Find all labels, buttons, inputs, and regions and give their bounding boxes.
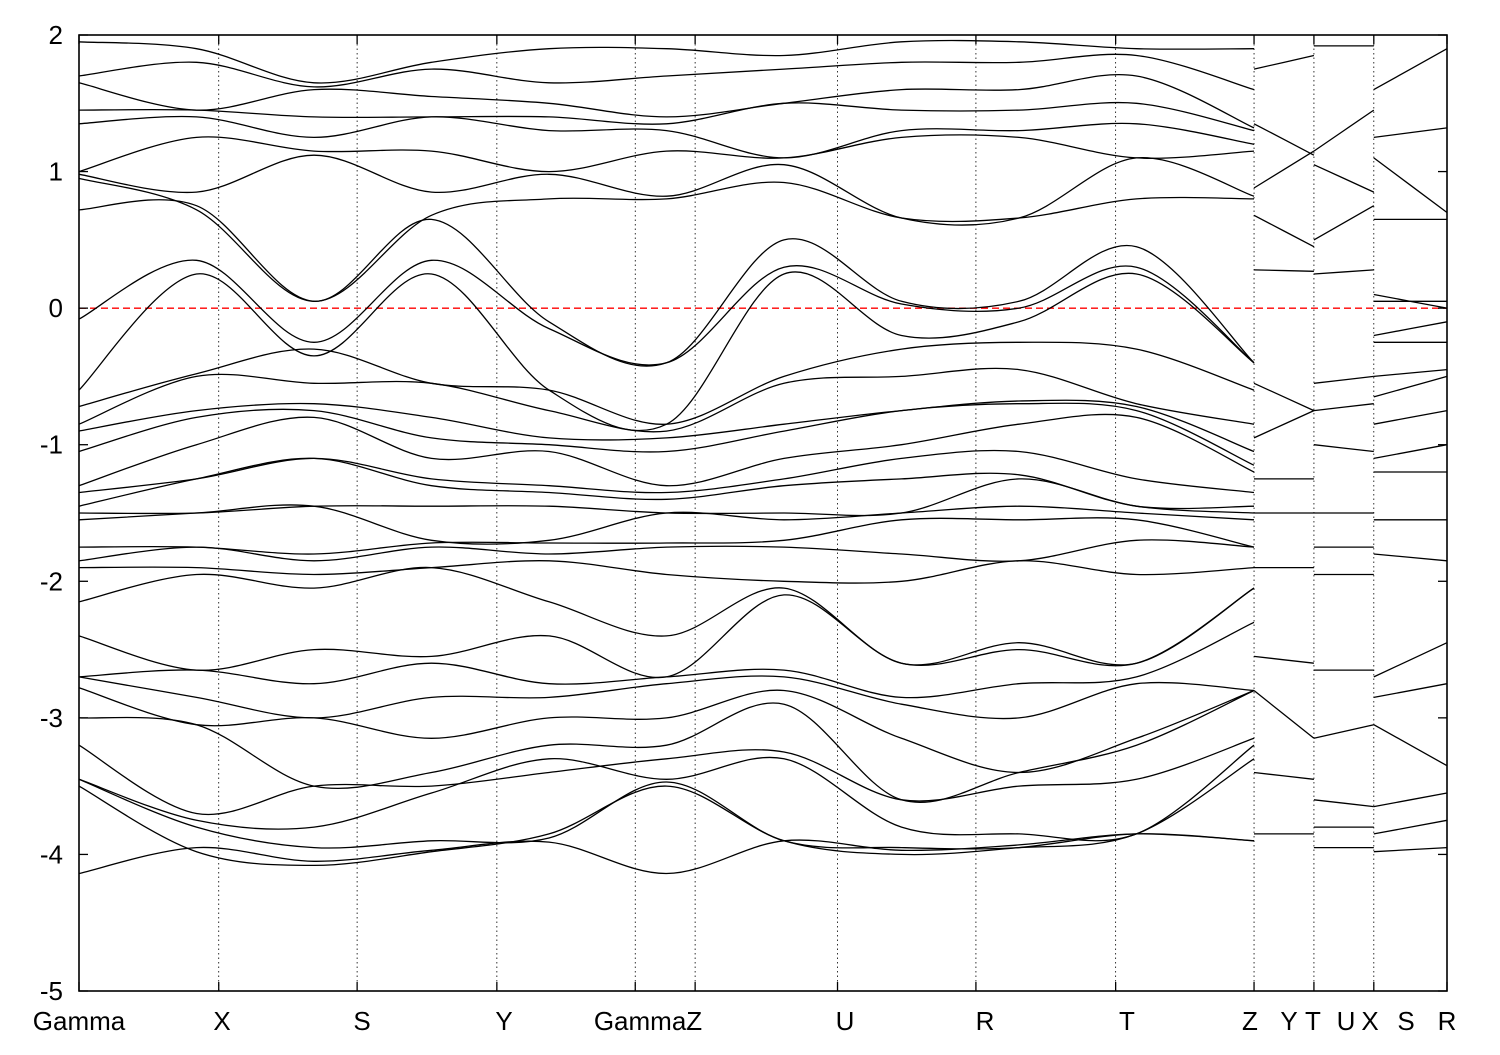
y-tick-label: -4 (40, 839, 63, 869)
band-line-3-11 (1373, 375, 1448, 398)
band-line-0-1 (78, 785, 1255, 867)
band-line-2-9 (1313, 403, 1374, 412)
band-line-0-28 (78, 134, 1255, 173)
band-line-0-0 (78, 833, 1255, 875)
band-line-3-2 (1373, 792, 1448, 808)
band-line-1-11 (1253, 150, 1315, 189)
band-line-0-30 (78, 101, 1255, 132)
band-line-0-13 (78, 517, 1255, 555)
band-line-1-13 (1253, 54, 1315, 70)
band-line-3-16 (1373, 293, 1448, 309)
x-tick-label: X (213, 1006, 230, 1036)
band-line-2-8 (1313, 444, 1374, 453)
band-line-1-12 (1253, 123, 1315, 156)
x-tick-label: R (1438, 1006, 1457, 1036)
x-tick-label: Gamma (33, 1006, 126, 1036)
band-line-3-5 (1373, 642, 1448, 678)
band-line-2-11 (1313, 269, 1374, 275)
band-line-0-22 (78, 341, 1255, 425)
band-line-0-12 (78, 539, 1255, 562)
band-line-3-19 (1373, 127, 1448, 139)
band-line-3-3 (1373, 724, 1448, 767)
band-line-1-8 (1253, 382, 1315, 412)
band-line-3-20 (1373, 48, 1448, 91)
band-line-0-23 (78, 271, 1255, 432)
plot-frame (78, 34, 1448, 992)
band-line-0-31 (78, 73, 1255, 129)
band-line-1-9 (1253, 269, 1314, 272)
x-tick-label: S (353, 1006, 370, 1036)
y-tick-label: -3 (40, 703, 63, 733)
x-tick-label: X (1361, 1006, 1378, 1036)
band-line-0-4 (78, 737, 1255, 816)
band-line-3-6 (1373, 553, 1448, 562)
band-line-0-5 (78, 689, 1255, 804)
x-tick-label: Y (1280, 1006, 1297, 1036)
x-tick-label: Y (495, 1006, 512, 1036)
band-line-0-6 (78, 687, 1255, 774)
x-tick-label: R (976, 1006, 995, 1036)
band-line-3-1 (1373, 819, 1448, 835)
band-line-2-3 (1313, 724, 1374, 739)
band-line-0-26 (78, 177, 1255, 302)
frame-layer (78, 34, 1448, 992)
band-line-1-10 (1253, 214, 1315, 248)
band-line-3-10 (1373, 409, 1448, 425)
band-line-0-10 (78, 566, 1255, 666)
band-line-2-2 (1313, 799, 1374, 808)
band-line-0-2 (78, 758, 1255, 850)
band-line-0-27 (78, 154, 1255, 226)
band-line-0-7 (78, 675, 1255, 720)
x-tick-label: S (1397, 1006, 1414, 1036)
band-line-0-29 (78, 115, 1255, 159)
band-line-1-1 (1253, 771, 1314, 780)
band-line-2-10 (1313, 375, 1374, 384)
band-line-0-3 (78, 744, 1255, 842)
y-tick-label: 1 (49, 157, 63, 187)
y-tick-label: -1 (40, 430, 63, 460)
band-line-0-18 (78, 413, 1255, 487)
band-line-0-19 (78, 402, 1255, 466)
x-tick-label: U (1337, 1006, 1356, 1036)
x-tick-label: U (836, 1006, 855, 1036)
y-tick-label: -5 (40, 976, 63, 1006)
band-line-1-2 (1253, 689, 1315, 739)
y-tick-label: -2 (40, 566, 63, 596)
band-line-0-11 (78, 560, 1255, 584)
y-tick-label: 2 (49, 20, 63, 50)
band-line-0-25 (78, 199, 1255, 367)
band-line-0-17 (78, 449, 1255, 494)
band-line-3-12 (1373, 368, 1448, 378)
x-tick-label: T (1305, 1006, 1321, 1036)
band-line-0-16 (78, 457, 1255, 510)
x-tick-label: T (1119, 1006, 1135, 1036)
band-line-0-14 (78, 504, 1255, 545)
band-line-2-14 (1313, 109, 1375, 152)
band-line-2-12 (1313, 205, 1375, 241)
band-line-0-33 (78, 39, 1255, 84)
band-line-1-7 (1253, 410, 1315, 439)
x-tick-label: GammaZ (594, 1006, 702, 1036)
band-line-0-20 (78, 399, 1255, 453)
x-tick-label: Z (1242, 1006, 1258, 1036)
band-line-3-18 (1373, 157, 1448, 214)
band-line-0-32 (78, 53, 1255, 91)
band-line-0-21 (78, 367, 1255, 433)
band-line-2-13 (1313, 164, 1375, 193)
band-line-3-0 (1373, 846, 1448, 853)
band-line-3-4 (1373, 683, 1448, 699)
band-line-3-9 (1373, 444, 1448, 460)
y-tick-label: 0 (49, 293, 63, 323)
band-layer (78, 39, 1448, 875)
band-line-0-15 (78, 478, 1255, 517)
band-line-0-9 (78, 587, 1255, 679)
band-line-1-3 (1253, 655, 1314, 664)
band-line-3-14 (1373, 321, 1448, 337)
